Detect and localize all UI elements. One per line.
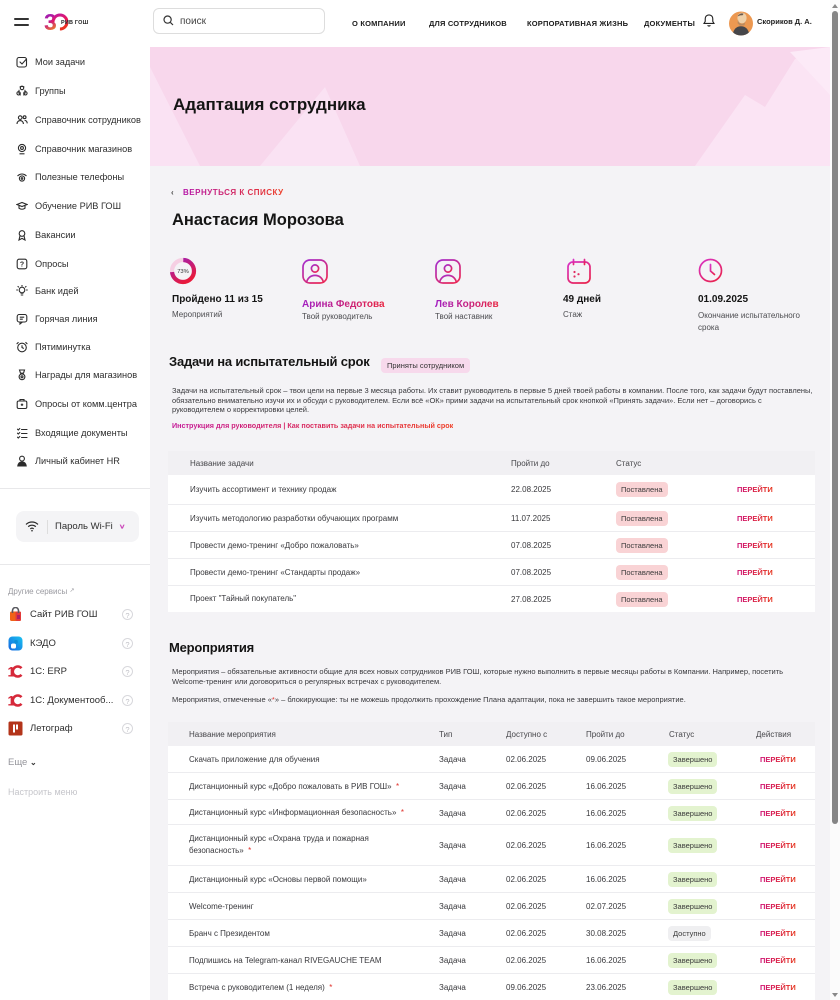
svg-text:3: 3	[44, 9, 57, 35]
svg-text:73%: 73%	[177, 269, 189, 275]
svg-text:?: ?	[20, 261, 24, 268]
